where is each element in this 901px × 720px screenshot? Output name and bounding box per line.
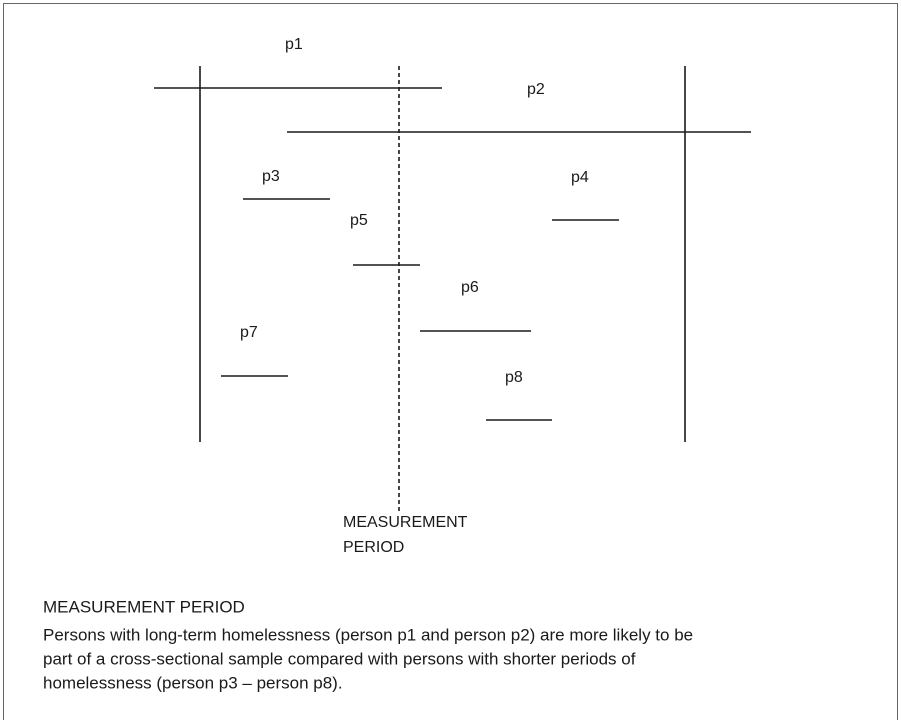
measurement-label: PERIOD <box>343 539 404 556</box>
caption-line: part of a cross-sectional sample compare… <box>43 649 636 668</box>
person-label: p6 <box>461 279 479 296</box>
person-label: p3 <box>262 168 280 185</box>
person-label: p2 <box>527 81 545 98</box>
person-label: p5 <box>350 212 368 229</box>
person-label: p8 <box>505 369 523 386</box>
person-label: p7 <box>240 324 258 341</box>
person-label: p4 <box>571 169 589 186</box>
caption-line: Persons with long-term homelessness (per… <box>43 625 693 644</box>
caption-line: homelessness (person p3 – person p8). <box>43 673 343 692</box>
person-label: p1 <box>285 36 303 53</box>
caption-title: MEASUREMENT PERIOD <box>43 597 245 616</box>
measurement-label: MEASUREMENT <box>343 514 468 531</box>
frame <box>3 3 898 720</box>
